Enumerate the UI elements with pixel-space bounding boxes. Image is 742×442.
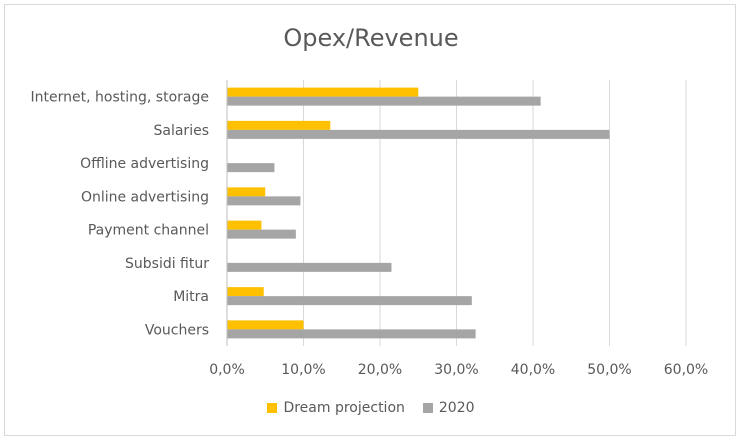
- legend-swatch-2020: [423, 403, 433, 413]
- bar-2020: [227, 263, 391, 272]
- x-tick-label: 20,0%: [358, 362, 402, 378]
- bar-dream-projection: [227, 88, 418, 97]
- legend-label-2020: 2020: [439, 400, 475, 416]
- legend-item-2020: 2020: [423, 400, 475, 416]
- bar-2020: [227, 296, 472, 305]
- bar-dream-projection: [227, 221, 261, 230]
- bar-dream-projection: [227, 187, 265, 196]
- x-tick-label: 60,0%: [664, 362, 708, 378]
- x-tick-label: 10,0%: [281, 362, 325, 378]
- legend-swatch-dream-projection: [267, 403, 277, 413]
- y-category-label: Salaries: [154, 123, 210, 139]
- x-tick-label: 40,0%: [511, 362, 555, 378]
- y-category-label: Offline advertising: [80, 156, 209, 172]
- bar-2020: [227, 163, 274, 172]
- bar-2020: [227, 230, 296, 239]
- bar-2020: [227, 196, 300, 205]
- bar-2020: [227, 130, 610, 139]
- legend: Dream projection 2020: [0, 400, 742, 416]
- x-tick-label: 0,0%: [209, 362, 245, 378]
- y-category-label: Subsidi fitur: [125, 256, 209, 272]
- y-category-label: Mitra: [173, 289, 209, 305]
- y-category-label: Vouchers: [145, 322, 209, 338]
- bar-dream-projection: [227, 320, 304, 329]
- bar-dream-projection: [227, 287, 264, 296]
- y-category-label: Payment channel: [88, 223, 209, 239]
- x-tick-label: 30,0%: [434, 362, 478, 378]
- legend-item-dream-projection: Dream projection: [267, 400, 404, 416]
- x-tick-label: 50,0%: [587, 362, 631, 378]
- legend-label-dream-projection: Dream projection: [283, 400, 404, 416]
- bar-2020: [227, 97, 541, 106]
- y-category-label: Online advertising: [81, 189, 209, 205]
- bar-dream-projection: [227, 121, 330, 130]
- y-category-label: Internet, hosting, storage: [31, 90, 209, 106]
- bar-2020: [227, 329, 476, 338]
